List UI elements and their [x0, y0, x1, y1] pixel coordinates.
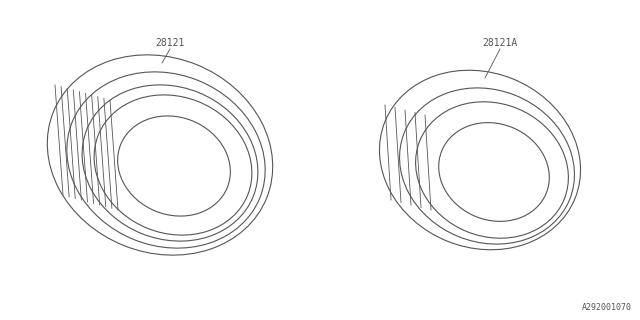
Text: 28121: 28121: [156, 38, 185, 48]
Text: 28121A: 28121A: [483, 38, 518, 48]
Text: A292001070: A292001070: [582, 303, 632, 312]
